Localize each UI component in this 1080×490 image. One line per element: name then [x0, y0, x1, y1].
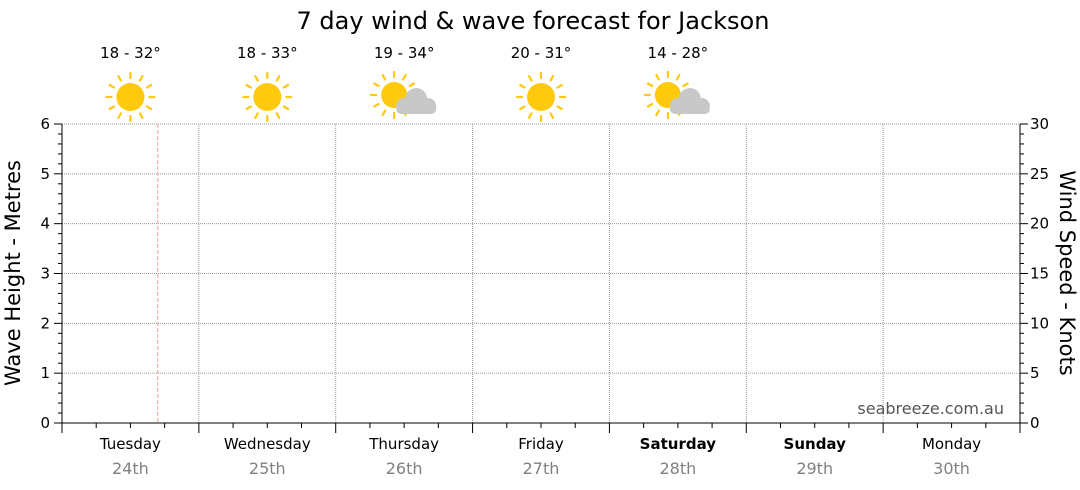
sun-ray — [145, 83, 153, 89]
sunny-icon — [515, 71, 567, 123]
day-date-label: 29th — [796, 459, 833, 478]
day-name-label: Tuesday — [99, 435, 161, 453]
cloud-base — [669, 104, 710, 114]
left-tick-label: 1 — [40, 364, 50, 382]
right-tick-label: 10 — [1030, 314, 1049, 332]
sun-ray — [402, 73, 407, 81]
sun-ray — [108, 83, 116, 89]
sun-ray — [275, 75, 281, 82]
grid-lines — [62, 123, 1020, 423]
left-tick-label: 2 — [40, 314, 50, 332]
sun-ray — [108, 105, 116, 111]
sun-ray — [254, 112, 259, 119]
sun-ray — [373, 102, 380, 108]
temperature-range: 20 - 31° — [511, 44, 572, 62]
sun-ray — [117, 112, 123, 119]
right-tick-label: 20 — [1030, 215, 1049, 233]
weather-row: 18 - 32° 18 - 33° 19 - 34° 20 - 31° 14 - 28° — [100, 44, 710, 123]
sun-ray — [145, 105, 153, 111]
sun-ray — [254, 75, 259, 82]
right-tick-label: 15 — [1030, 265, 1049, 283]
sun-ray — [408, 82, 416, 88]
day-date-label: 27th — [523, 459, 560, 478]
sun-ray — [556, 105, 563, 111]
left-tick-label: 3 — [40, 265, 50, 283]
right-tick-label: 25 — [1030, 165, 1049, 183]
sun-disc — [116, 83, 145, 111]
sun-ray — [282, 83, 290, 89]
left-tick-label: 4 — [40, 215, 50, 233]
chart-title: 7 day wind & wave forecast for Jackson — [297, 7, 770, 35]
day-name-label: Thursday — [368, 435, 439, 453]
partly-cloudy-icon — [643, 70, 710, 120]
sun-ray — [527, 75, 533, 82]
left-axis-label: Wave Height - Metres — [1, 160, 25, 386]
day-date-label: 30th — [933, 459, 970, 478]
sun-ray — [655, 73, 660, 81]
temperature-range: 18 - 33° — [237, 44, 298, 62]
sun-ray — [282, 105, 290, 111]
sun-ray — [519, 83, 526, 89]
sunny-icon — [242, 71, 293, 123]
sun-ray — [549, 75, 555, 82]
sun-disc — [527, 83, 555, 111]
day-labels: Tuesday 24th Wednesday 25th Thursday 26th Frid… — [61, 423, 1021, 478]
day-date-label: 25th — [249, 459, 286, 478]
sun-ray — [381, 73, 387, 81]
sun-ray — [646, 102, 654, 108]
right-tick-label: 5 — [1030, 364, 1040, 382]
right-axis-label: Wind Speed - Knots — [1055, 170, 1079, 375]
left-axis-ticks: 0 1 2 3 4 5 6 — [40, 115, 62, 432]
sun-ray — [138, 75, 144, 82]
watermark: seabreeze.com.au — [857, 399, 1004, 418]
sun-ray — [373, 82, 380, 88]
temperature-range: 18 - 32° — [100, 44, 161, 62]
left-tick-label: 6 — [40, 115, 50, 133]
sun-ray — [556, 83, 563, 89]
sun-ray — [275, 112, 281, 119]
day-name-label: Monday — [922, 435, 981, 453]
sun-disc — [253, 83, 282, 111]
right-tick-label: 30 — [1030, 115, 1049, 133]
sun-ray — [245, 105, 252, 111]
temperature-range: 19 - 34° — [374, 44, 435, 62]
left-tick-label: 0 — [40, 414, 50, 432]
sun-ray — [675, 73, 681, 81]
sun-ray — [519, 105, 526, 111]
day-name-label: Sunday — [784, 435, 847, 453]
sun-ray — [245, 83, 252, 89]
day-date-label: 28th — [659, 459, 696, 478]
right-tick-label: 0 — [1030, 414, 1040, 432]
sun-ray — [655, 109, 660, 117]
sun-ray — [138, 112, 144, 119]
day-date-label: 24th — [112, 459, 149, 478]
sun-ray — [549, 112, 555, 119]
day-name-label: Saturday — [640, 435, 717, 453]
day-date-label: 26th — [386, 459, 423, 478]
cloud-base — [396, 104, 437, 114]
day-name-label: Wednesday — [224, 435, 311, 453]
left-tick-label: 5 — [40, 165, 50, 183]
sun-ray — [117, 75, 123, 82]
sun-ray — [527, 112, 533, 119]
sunny-icon — [105, 71, 156, 123]
sun-ray — [381, 109, 387, 117]
right-axis-ticks: 0 5 10 15 20 25 30 — [1020, 115, 1049, 432]
sun-ray — [682, 82, 689, 88]
partly-cloudy-icon — [370, 70, 437, 120]
day-name-label: Friday — [518, 435, 564, 453]
sun-ray — [646, 82, 654, 88]
temperature-range: 14 - 28° — [648, 44, 709, 62]
